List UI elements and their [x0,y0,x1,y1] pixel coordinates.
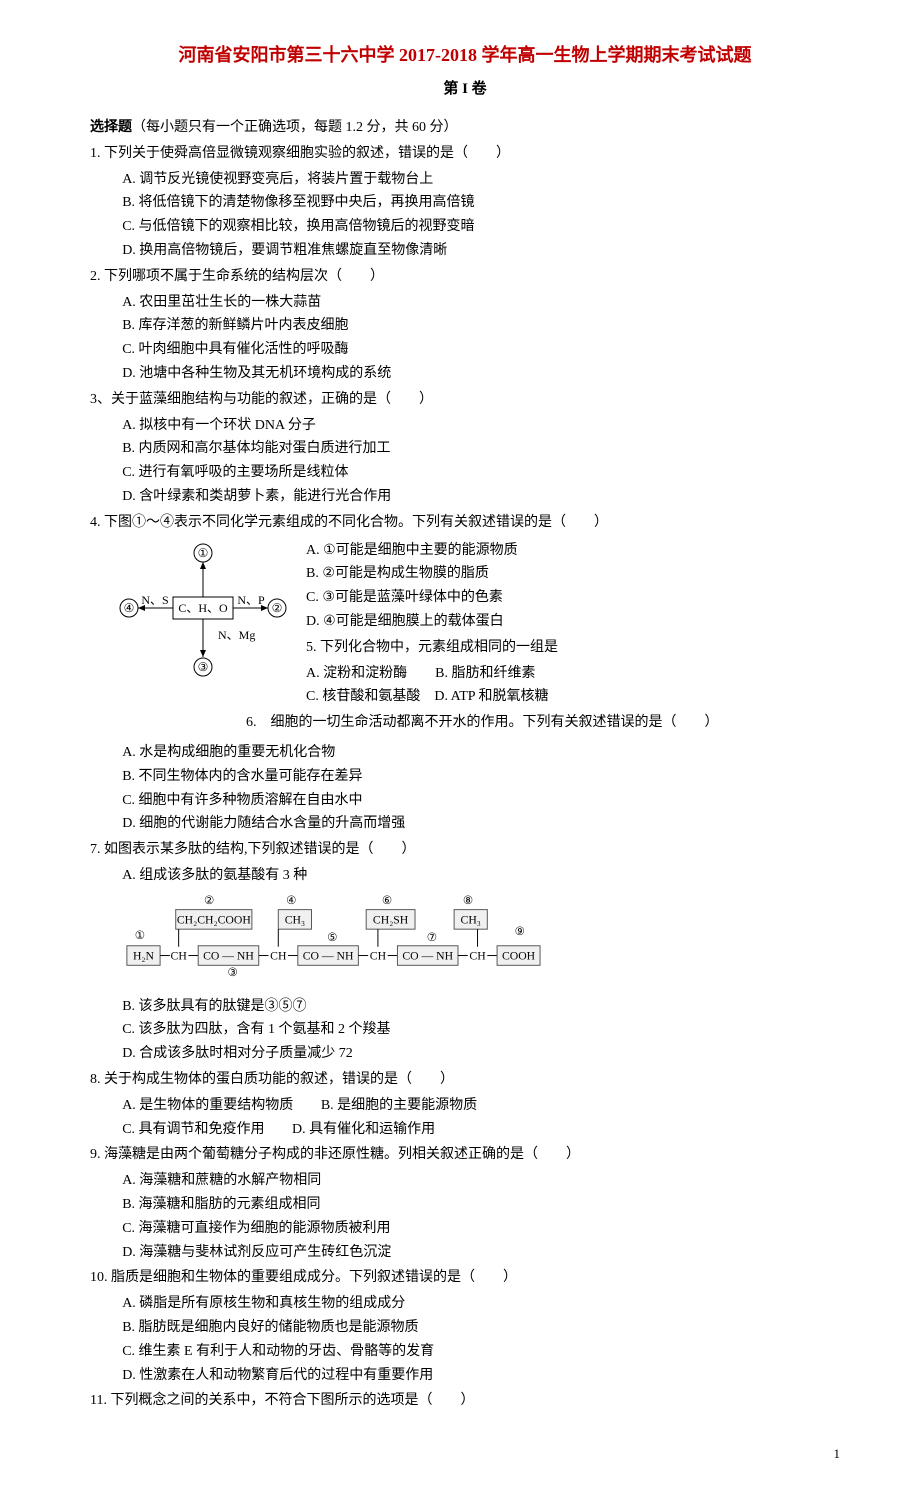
q9-opt-d: D. 海藻糖与斐林试剂反应可产生砖红色沉淀 [90,1241,840,1265]
q8-opt-b: B. 是细胞的主要能源物质 [321,1094,477,1118]
svg-text:C、H、O: C、H、O [178,601,228,615]
svg-text:③: ③ [198,660,209,674]
q1-stem: 1. 下列关于使舜高倍显微镜观察细胞实验的叙述，错误的是（ ） [90,142,840,166]
q5-stem: 5. 下列化合物中，元素组成相同的一组是 [306,636,840,660]
q1-opt-b: B. 将低倍镜下的清楚物像移至视野中央后，再换用高倍镜 [90,191,840,215]
q3-opt-c: C. 进行有氧呼吸的主要场所是线粒体 [90,461,840,485]
svg-text:CH: CH [470,949,487,962]
svg-text:CO — NH: CO — NH [303,949,354,962]
q5-opt-b: B. 脂肪和纤维素 [435,666,535,681]
svg-text:CH: CH [270,949,287,962]
svg-text:CH: CH [370,949,387,962]
exam-subtitle: 第 I 卷 [90,77,840,103]
q2-opt-d: D. 池塘中各种生物及其无机环境构成的系统 [90,362,840,386]
q10-opt-b: B. 脂肪既是细胞内良好的储能物质也是能源物质 [90,1316,840,1340]
page-number: 1 [90,1443,840,1465]
svg-text:COOH: COOH [502,949,536,962]
svg-text:CH: CH [171,949,188,962]
svg-text:①: ① [198,546,209,560]
svg-text:②: ② [272,601,283,615]
q9-opt-c: C. 海藻糖可直接作为细胞的能源物质被利用 [90,1217,840,1241]
q6-opt-d: D. 细胞的代谢能力随结合水含量的升高而增强 [90,812,840,836]
svg-text:③: ③ [228,966,239,979]
q1-opt-c: C. 与低倍镜下的观察相比较，换用高倍物镜后的视野变暗 [90,215,840,239]
svg-text:N、Mg: N、Mg [218,628,255,642]
q7-opt-c: C. 该多肽为四肽，含有 1 个氨基和 2 个羧基 [90,1018,840,1042]
svg-text:⑤: ⑤ [327,931,338,944]
svg-text:⑨: ⑨ [515,925,526,938]
q4-opt-b: B. ②可能是构成生物膜的脂质 [306,562,840,586]
q7-stem: 7. 如图表示某多肽的结构,下列叙述错误的是（ ） [90,838,840,862]
q9-stem: 9. 海藻糖是由两个葡萄糖分子构成的非还原性糖。列相关叙述正确的是（ ） [90,1143,840,1167]
svg-text:④: ④ [124,601,135,615]
q8-opts-ab: A. 是生物体的重要结构物质 B. 是细胞的主要能源物质 [90,1094,840,1118]
q3-stem: 3、关于蓝藻细胞结构与功能的叙述，正确的是（ ） [90,388,840,412]
svg-text:⑥: ⑥ [382,894,393,907]
q8-stem: 8. 关于构成生物体的蛋白质功能的叙述，错误的是（ ） [90,1068,840,1092]
svg-text:CH₂SH: CH₂SH [373,913,409,926]
svg-text:CH₃: CH₃ [285,913,305,926]
instructions-label: 选择题 [90,120,132,135]
q10-opt-d: D. 性激素在人和动物繁育后代的过程中有重要作用 [90,1364,840,1388]
instructions: 选择题（每小题只有一个正确选项，每题 1.2 分，共 60 分） [90,116,840,140]
q10-stem: 10. 脂质是细胞和生物体的重要组成成分。下列叙述错误的是（ ） [90,1266,840,1290]
exam-title: 河南省安阳市第三十六中学 2017-2018 学年高一生物上学期期末考试试题 [90,40,840,71]
q3-opt-d: D. 含叶绿素和类胡萝卜素，能进行光合作用 [90,485,840,509]
q6-opt-b: B. 不同生物体内的含水量可能存在差异 [90,765,840,789]
svg-text:CH₂CH₂COOH: CH₂CH₂COOH [177,913,251,926]
q5-opts-ab: A. 淀粉和淀粉酶 B. 脂肪和纤维素 [306,662,840,686]
instructions-text: （每小题只有一个正确选项，每题 1.2 分，共 60 分） [132,120,458,135]
q8-opt-c: C. 具有调节和免疫作用 [122,1118,264,1142]
q7-opt-d: D. 合成该多肽时相对分子质量减少 72 [90,1042,840,1066]
svg-text:N、S: N、S [141,593,168,607]
q2-opt-a: A. 农田里茁壮生长的一株大蒜苗 [90,291,840,315]
q5-opt-d: D. ATP 和脱氧核糖 [434,689,548,704]
q4-opt-d: D. ④可能是细胞膜上的载体蛋白 [306,610,840,634]
q3-opt-b: B. 内质网和高尔基体均能对蛋白质进行加工 [90,437,840,461]
q8-opts-cd: C. 具有调节和免疫作用 D. 具有催化和运输作用 [90,1118,840,1142]
q8-opt-a: A. 是生物体的重要结构物质 [122,1094,293,1118]
q6-opt-c: C. 细胞中有许多种物质溶解在自由水中 [90,789,840,813]
q4-opt-c: C. ③可能是蓝藻叶绿体中的色素 [306,586,840,610]
q8-opt-d: D. 具有催化和运输作用 [292,1118,435,1142]
q7-opt-a: A. 组成该多肽的氨基酸有 3 种 [90,864,840,888]
q7-diagram: H₂N ① CH₂CH₂COOH ② CH₃ ④ CH₂SH ⑥ CH₃ ⑧ ⑨… [122,892,542,989]
svg-text:⑧: ⑧ [463,894,474,907]
q11-stem: 11. 下列概念之间的关系中，不符合下图所示的选项是（ ） [90,1389,840,1413]
svg-text:②: ② [204,894,215,907]
svg-text:CO — NH: CO — NH [403,949,454,962]
svg-text:N、P: N、P [237,593,265,607]
q3-opt-a: A. 拟核中有一个环状 DNA 分子 [90,414,840,438]
q2-opt-b: B. 库存洋葱的新鲜鳞片叶内表皮细胞 [90,314,840,338]
q4-opt-a: A. ①可能是细胞中主要的能源物质 [306,539,840,563]
q7-opt-b: B. 该多肽具有的肽键是③⑤⑦ [90,995,840,1019]
q9-opt-a: A. 海藻糖和蔗糖的水解产物相同 [90,1169,840,1193]
q5-opt-c: C. 核苷酸和氨基酸 [306,689,420,704]
svg-text:⑦: ⑦ [427,931,438,944]
svg-text:④: ④ [286,894,297,907]
q5-opts-cd: C. 核苷酸和氨基酸 D. ATP 和脱氧核糖 [306,685,840,709]
q10-opt-a: A. 磷脂是所有原核生物和真核生物的组成成分 [90,1292,840,1316]
q6-stem: 6. 细胞的一切生命活动都离不开水的作用。下列有关叙述错误的是（ ） [246,711,840,735]
q1-opt-a: A. 调节反光镜使视野变亮后，将装片置于载物台上 [90,168,840,192]
svg-text:CO — NH: CO — NH [203,949,254,962]
svg-text:H₂N: H₂N [133,949,155,962]
q4-stem: 4. 下图①～④表示不同化学元素组成的不同化合物。下列有关叙述错误的是（ ） [90,511,840,535]
q6-opt-a: A. 水是构成细胞的重要无机化合物 [90,741,840,765]
svg-text:①: ① [135,929,146,942]
q10-opt-c: C. 维生素 E 有利于人和动物的牙齿、骨骼等的发育 [90,1340,840,1364]
q1-opt-d: D. 换用高倍物镜后，要调节粗准焦螺旋直至物像清晰 [90,239,840,263]
q5-opt-a: A. 淀粉和淀粉酶 [306,666,407,681]
q2-opt-c: C. 叶肉细胞中具有催化活性的呼吸酶 [90,338,840,362]
q4-diagram: ① C、H、O N、P ② N、S ④ N、Mg ③ [90,539,288,698]
q2-stem: 2. 下列哪项不属于生命系统的结构层次（ ） [90,265,840,289]
svg-text:CH₃: CH₃ [461,913,481,926]
q9-opt-b: B. 海藻糖和脂肪的元素组成相同 [90,1193,840,1217]
